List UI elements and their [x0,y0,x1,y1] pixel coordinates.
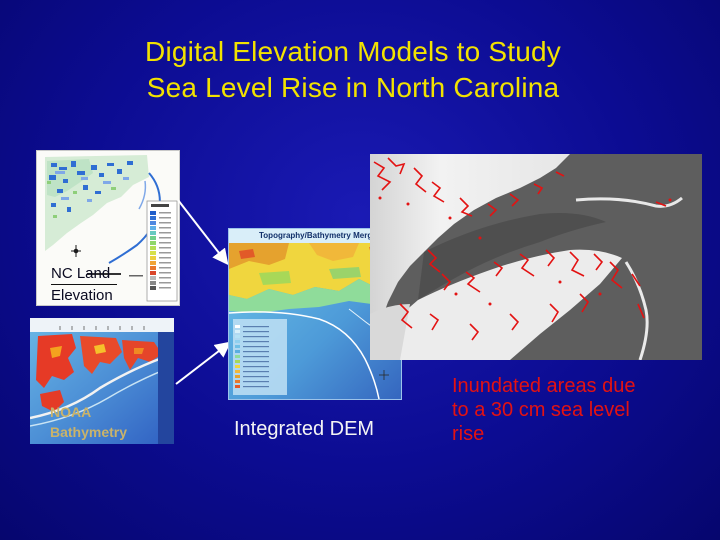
inundation-map [370,154,702,360]
nc-land-label-line-1: NC Land [51,265,111,282]
nc-land-elevation-map: NC Land Elevation [36,150,180,306]
noaa-label-line-2: Bathymetry [50,424,128,440]
inundation-image [370,154,702,360]
noaa-bathymetry-map: NOAA Bathymetry [30,318,174,444]
noaa-label: NOAA Bathymetry [50,402,127,442]
arrow-land-to-dem [177,199,229,266]
merge-map-title: Topography/Bathymetry Merge [259,231,377,240]
slide-title: Digital Elevation Models to Study Sea Le… [0,34,706,106]
inundated-label: Inundated areas due to a 30 cm sea level… [452,374,714,446]
nc-land-label-line-2: Elevation [51,284,117,305]
noaa-label-line-1: NOAA [50,404,92,420]
inundated-label-line-3: rise [452,423,485,445]
inundated-label-line-1: Inundated areas due [452,375,636,397]
nc-land-elevation-image [37,151,179,305]
title-line-2: Sea Level Rise in North Carolina [146,72,560,103]
integrated-dem-label: Integrated DEM [234,418,375,440]
nc-land-label: NC Land Elevation [51,263,117,305]
inundated-label-line-2: to a 30 cm sea level [452,399,630,421]
arrow-bathy-to-dem [175,341,232,385]
title-line-1: Digital Elevation Models to Study [145,36,561,67]
noaa-bathymetry-image [30,318,174,444]
